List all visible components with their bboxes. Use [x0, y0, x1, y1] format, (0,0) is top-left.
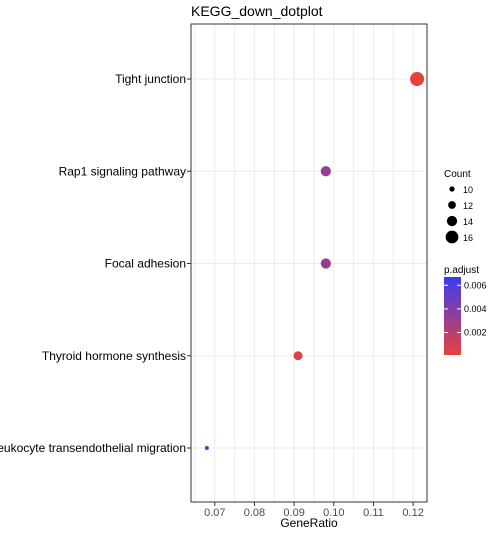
count-legend-dot: [448, 201, 456, 209]
x-axis: 0.07 0.08 0.09 0.10 0.11 0.12: [204, 502, 424, 519]
x-tick-label: 0.09: [283, 507, 304, 519]
p-adjust-colorbar: [444, 277, 461, 355]
count-legend-label: 16: [463, 233, 473, 243]
points-layer: [204, 72, 425, 450]
count-legend-dot: [446, 215, 458, 227]
p-adjust-tick-label: 0.006: [464, 280, 487, 290]
p-adjust-legend-title: p.adjust: [444, 265, 479, 276]
data-point: [204, 446, 209, 450]
x-tick-label: 0.10: [323, 507, 344, 519]
count-legend-title: Count: [444, 169, 471, 180]
p-adjust-legend: p.adjust 0.002 0.004 0.006: [444, 265, 487, 355]
y-category-label: Tight junction: [115, 72, 186, 86]
data-point: [320, 166, 331, 177]
count-legend-label: 12: [463, 201, 473, 211]
y-category-label: Thyroid hormone synthesis: [42, 349, 186, 363]
x-tick-label: 0.11: [363, 507, 384, 519]
x-axis-title: GeneRatio: [280, 516, 338, 530]
y-category-label: Rap1 signaling pathway: [59, 164, 186, 178]
data-point: [410, 72, 425, 86]
count-legend-label: 14: [463, 217, 473, 227]
p-adjust-tick-label: 0.002: [464, 328, 487, 338]
x-tick-label: 0.07: [204, 507, 225, 519]
chart-title: KEGG_down_dotplot: [191, 3, 323, 19]
count-legend-dot: [449, 186, 455, 192]
count-legend-dot: [445, 230, 459, 244]
y-category-label: Focal adhesion: [105, 257, 186, 271]
data-point: [320, 258, 331, 269]
count-legend-label: 10: [463, 185, 473, 195]
grid-layer: [191, 24, 427, 502]
p-adjust-tick-label: 0.004: [464, 304, 487, 314]
y-axis-labels: Tight junction Rap1 signaling pathway Foca…: [0, 72, 191, 455]
y-category-label: Leukocyte transendothelial migration: [0, 441, 186, 455]
x-tick-label: 0.12: [402, 507, 423, 519]
x-tick-label: 0.08: [244, 507, 265, 519]
count-legend: Count 10 12 14 16: [444, 169, 473, 244]
data-point: [293, 351, 303, 361]
